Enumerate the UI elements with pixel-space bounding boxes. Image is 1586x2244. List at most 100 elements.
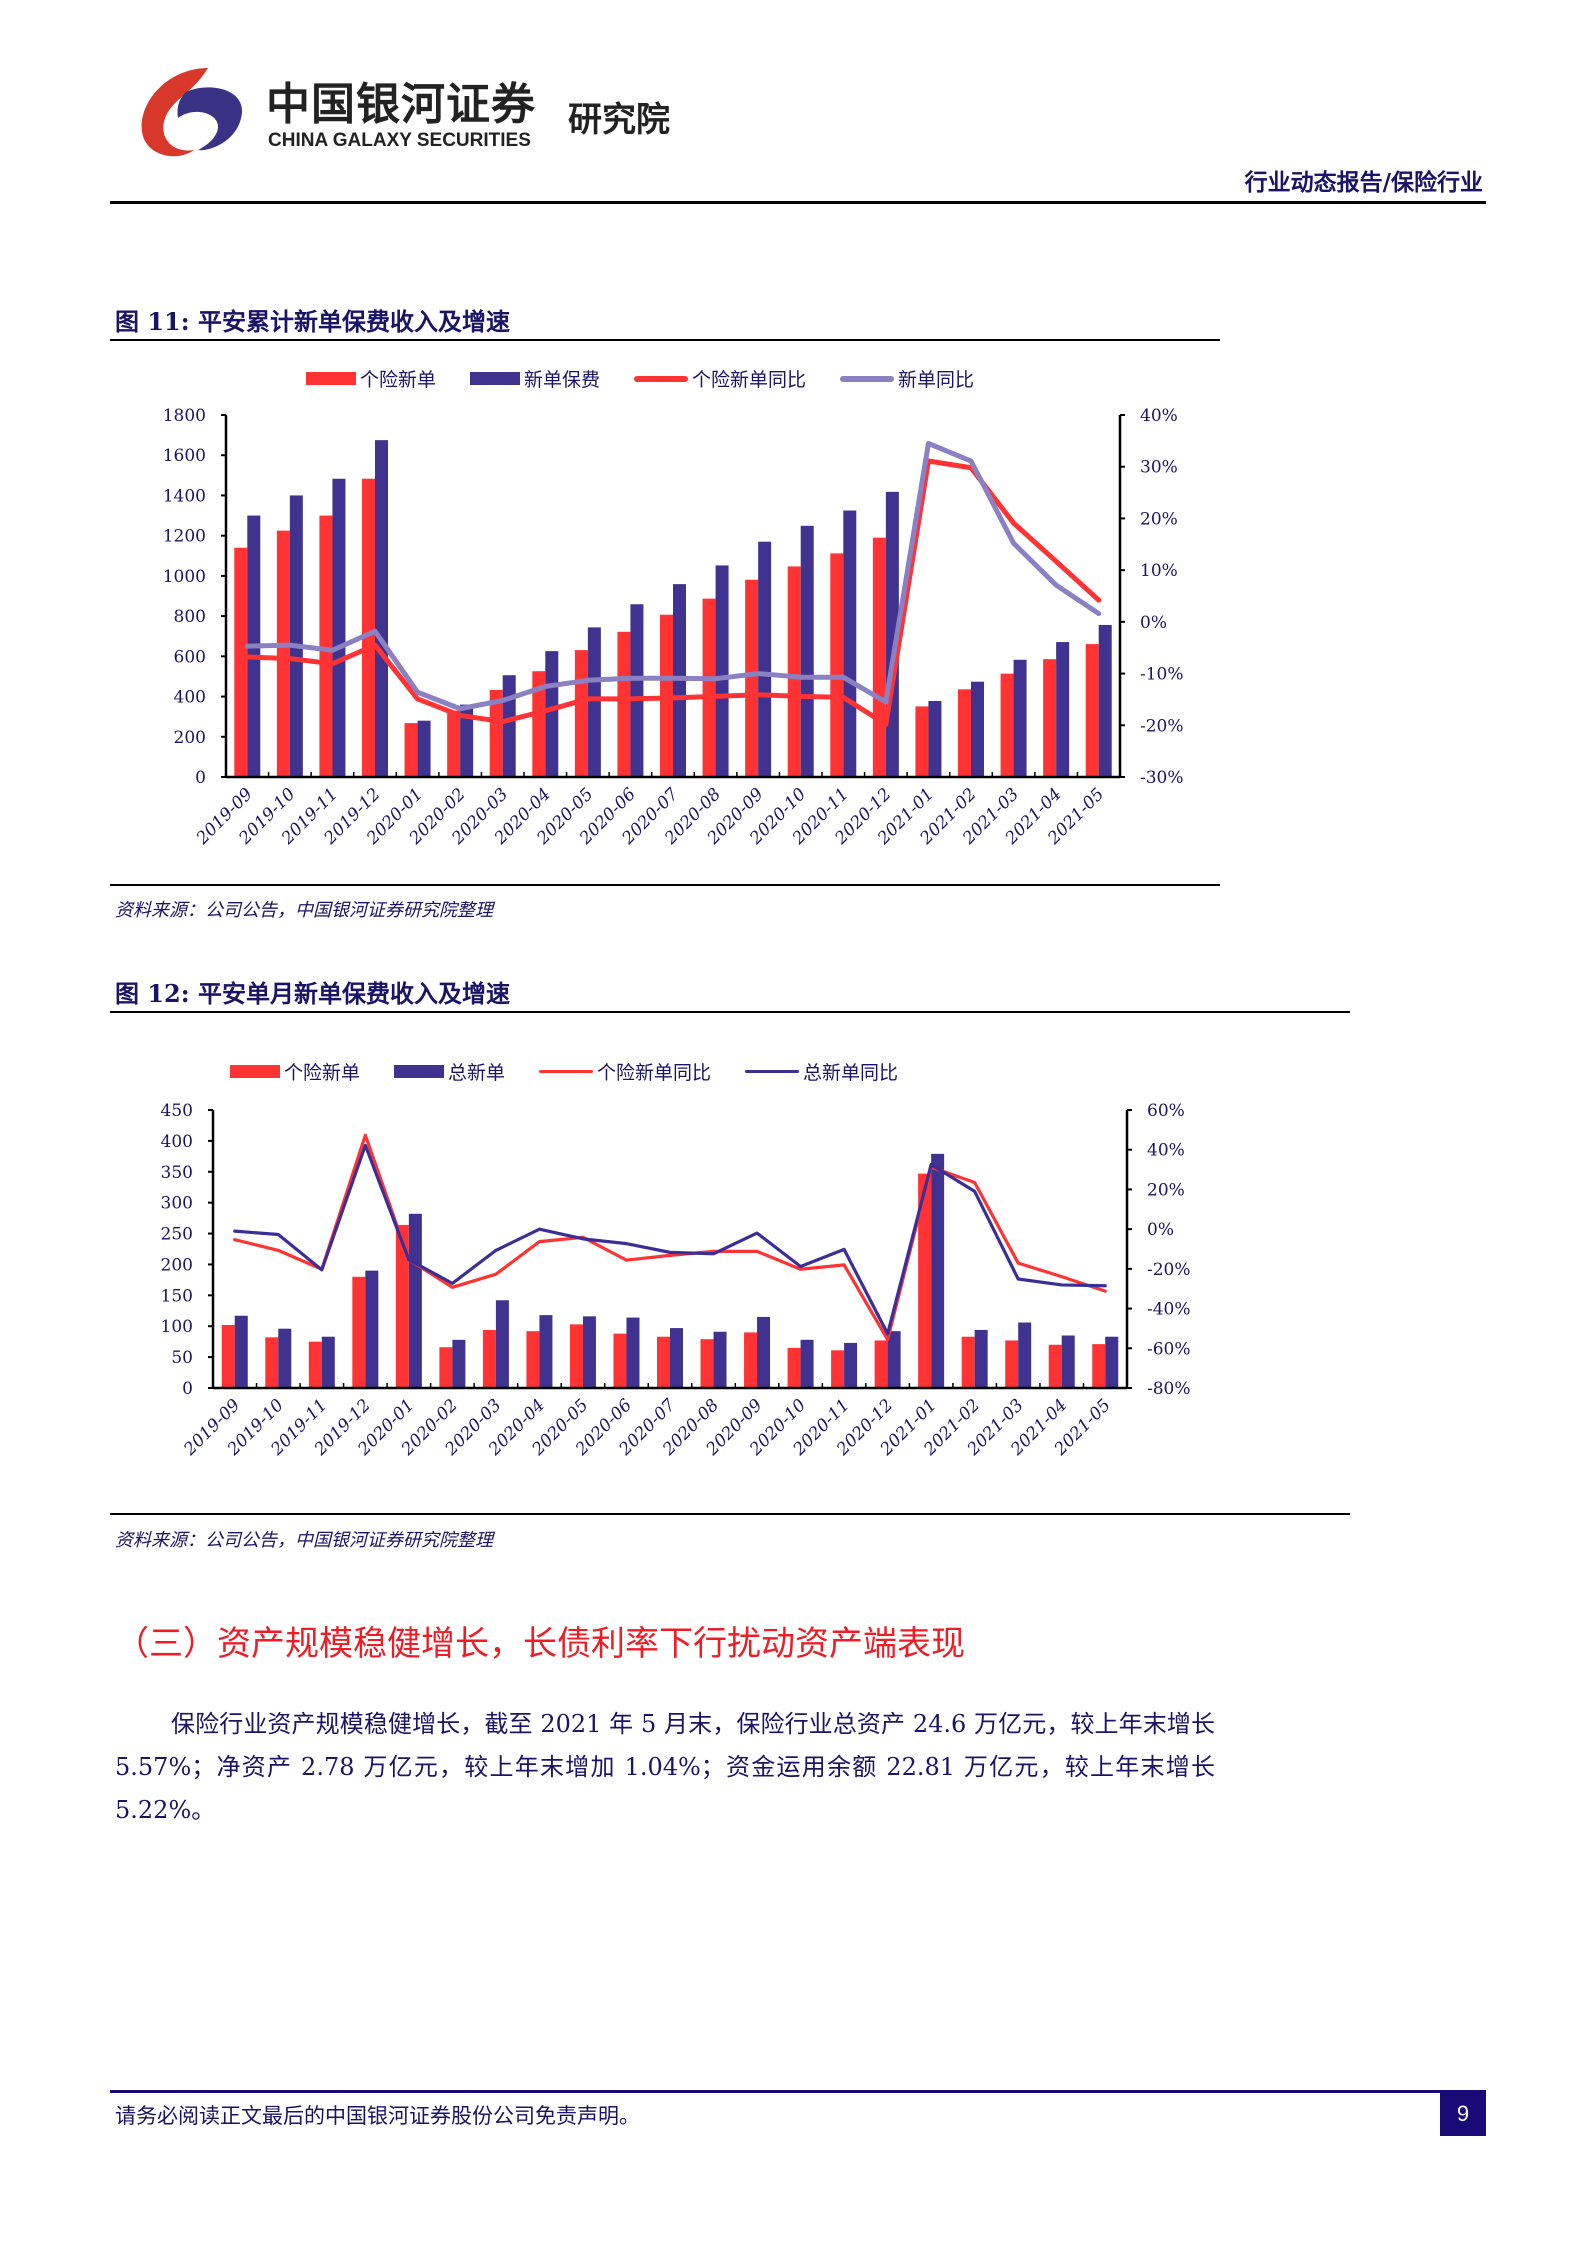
bar-新单保费: [1013, 659, 1027, 777]
bar-个险新单: [482, 1329, 496, 1388]
page-number: 9: [1440, 2092, 1486, 2136]
bar-个险新单: [831, 1350, 845, 1388]
paragraph-text: 保险行业资产规模稳健增长，截至 2021 年 5 月末，保险行业总资产 24.6…: [115, 1710, 1215, 1824]
bar-新单保费: [800, 525, 814, 777]
y2-tick-label: -60%: [1147, 1339, 1191, 1359]
legend-label: 个险新单: [360, 369, 437, 391]
line-个险新单同比: [244, 458, 1102, 727]
company-logo: 中国银河证券 CHINA GALAXY SECURITIES 研究院: [138, 62, 698, 162]
bar-新单保费: [630, 604, 644, 777]
y2-tick-label: 40%: [1147, 1141, 1185, 1161]
legend-swatch: [745, 1070, 800, 1073]
bar-新单保费: [1098, 624, 1112, 777]
header-divider: [110, 201, 1486, 204]
legend-item: 总新单同比: [745, 1058, 898, 1085]
y2-tick-label: 60%: [1147, 1101, 1185, 1121]
bar-总新单: [1061, 1335, 1075, 1388]
legend-swatch: [394, 1065, 445, 1078]
footer-divider: [110, 2090, 1486, 2093]
bar-总新单: [539, 1315, 553, 1388]
figure-11-title: 图 11: 平安累计新单保费收入及增速: [115, 307, 510, 336]
y-tick-label: 0: [182, 1379, 193, 1399]
galaxy-logo-icon: [141, 68, 243, 157]
bar-总新单: [844, 1342, 858, 1388]
y-tick-label: 100: [161, 1317, 193, 1337]
y2-tick-label: -80%: [1147, 1379, 1191, 1399]
bar-个险新单: [915, 706, 929, 777]
y-tick-label: 800: [174, 607, 206, 627]
bar-个险新单: [657, 1336, 670, 1388]
bar-个险新单: [874, 1340, 888, 1388]
bar-总新单: [1105, 1336, 1119, 1388]
y2-tick-label: 10%: [1140, 561, 1178, 581]
bar-总新单: [365, 1270, 379, 1388]
bar-新单保费: [375, 440, 388, 777]
bar-新单保费: [1056, 642, 1070, 777]
y-tick-label: 1600: [163, 446, 206, 466]
bar-新单保费: [928, 700, 942, 777]
legend-swatch: [539, 1070, 594, 1073]
bar-个险新单: [787, 1347, 801, 1388]
bar-总新单: [582, 1316, 596, 1388]
y2-tick-label: -20%: [1147, 1260, 1191, 1280]
y-tick-label: 1000: [163, 567, 206, 587]
bar-个险新单: [918, 1173, 932, 1388]
y-tick-label: 250: [161, 1225, 193, 1245]
bar-个险新单: [574, 650, 588, 777]
y-tick-label: 0: [195, 768, 206, 788]
y-tick-label: 300: [161, 1194, 193, 1214]
y-tick-label: 350: [161, 1163, 193, 1183]
footer-disclaimer: 请务必阅读正文最后的中国银河证券股份公司免责声明。: [115, 2104, 640, 2128]
legend-item: 个险新单同比: [539, 1058, 711, 1085]
bar-个险新单: [404, 723, 418, 777]
legend-label: 新单同比: [898, 369, 975, 391]
figure-11-bottom-rule: [110, 884, 1220, 886]
figure-11-source: 资料来源：公司公告，中国银河证券研究院整理: [115, 900, 493, 921]
bar-个险新单: [1043, 659, 1057, 777]
legend-label: 总新单同比: [803, 1062, 899, 1084]
figure-12-chart: 0 50 100 150 200 250 300 350 400 450 -80% -60% -40% -…: [161, 1101, 1191, 1460]
bar-个险新单: [447, 710, 461, 777]
y2-tick-label: -40%: [1147, 1300, 1191, 1320]
logo-institute: 研究院: [568, 100, 670, 140]
body-paragraph: 保险行业资产规模稳健增长，截至 2021 年 5 月末，保险行业总资产 24.6…: [115, 1703, 1215, 1832]
line-新单同比: [244, 440, 1102, 712]
bar-个险新单: [489, 689, 503, 777]
bar-个险新单: [830, 553, 844, 777]
bar-个险新单: [1005, 1340, 1019, 1388]
bar-个险新单: [745, 579, 759, 777]
y2-tick-label: 40%: [1140, 406, 1178, 426]
y2-tick-label: -10%: [1140, 665, 1184, 685]
y2-tick-label: 0%: [1147, 1220, 1174, 1240]
bar-总新单: [757, 1316, 771, 1388]
bar-新单保费: [758, 541, 772, 777]
figure-11-top-rule: [110, 339, 1220, 341]
y2-tick-label: -20%: [1140, 716, 1184, 736]
y-tick-label: 200: [174, 728, 206, 748]
bar-个险新单: [569, 1324, 583, 1388]
bar-总新单: [408, 1213, 422, 1388]
legend-label: 总新单: [448, 1062, 506, 1084]
y-tick-label: 1400: [163, 486, 206, 506]
bar-总新单: [278, 1328, 292, 1388]
y-tick-label: 400: [174, 688, 206, 708]
figure-11-legend: 个险新单 新单保费 个险新单同比 新单同比: [306, 365, 1008, 392]
legend-item: 个险新单: [230, 1058, 360, 1085]
bar-新单保费: [460, 704, 474, 777]
legend-label: 新单保费: [524, 369, 601, 391]
legend-item: 新单同比: [840, 365, 974, 392]
bar-总新单: [931, 1153, 945, 1388]
y-tick-label: 150: [161, 1286, 193, 1306]
bar-总新单: [887, 1331, 901, 1388]
y-tick-label: 600: [174, 647, 206, 667]
bar-新单保费: [545, 651, 559, 777]
bar-个险新单: [1085, 644, 1099, 777]
bar-个险新单: [613, 1333, 627, 1388]
bar-个险新单: [744, 1332, 758, 1388]
figure-12-title: 图 12: 平安单月新单保费收入及增速: [115, 979, 510, 1008]
y-tick-label: 400: [161, 1132, 193, 1152]
y-tick-label: 450: [161, 1101, 193, 1121]
bar-总新单: [1018, 1322, 1032, 1388]
bar-个险新单: [276, 530, 290, 777]
bar-总新单: [321, 1336, 335, 1388]
